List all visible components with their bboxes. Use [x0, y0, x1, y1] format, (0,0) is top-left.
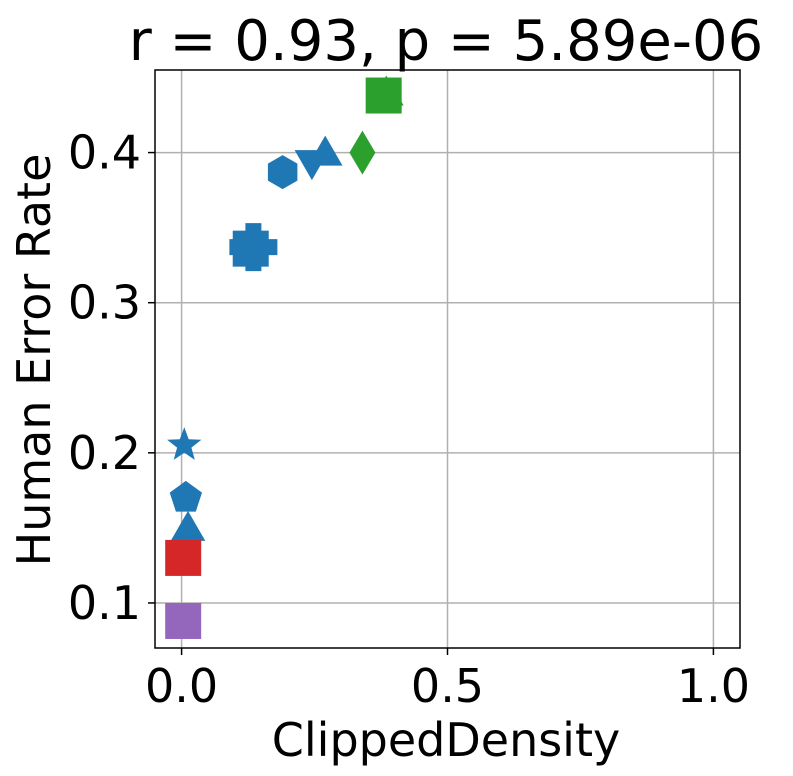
x-axis-label: ClippedDensity [272, 713, 620, 767]
data-point-square [233, 231, 269, 267]
data-point-square [366, 78, 402, 114]
chart-title: r = 0.93, p = 5.89e-06 [129, 9, 764, 74]
data-point-square [165, 603, 201, 639]
y-tick-label: 0.1 [68, 576, 141, 630]
y-tick-label: 0.4 [68, 126, 141, 180]
x-tick-label: 0.5 [411, 659, 484, 713]
data-point-hexagon [268, 155, 298, 189]
data-point-star [167, 427, 201, 460]
y-axis-label: Human Error Rate [7, 154, 61, 567]
data-point-diamond [349, 131, 375, 175]
y-tick-label: 0.2 [68, 426, 141, 480]
y-tick-label: 0.3 [68, 276, 141, 330]
x-tick-label: 0.0 [145, 659, 218, 713]
grid-lines [155, 70, 740, 648]
data-points [165, 76, 404, 639]
x-tick-label: 1.0 [677, 659, 750, 713]
data-point-pentagon [170, 481, 202, 512]
data-point-square [165, 540, 201, 576]
data-point-triangle-up [171, 511, 206, 541]
